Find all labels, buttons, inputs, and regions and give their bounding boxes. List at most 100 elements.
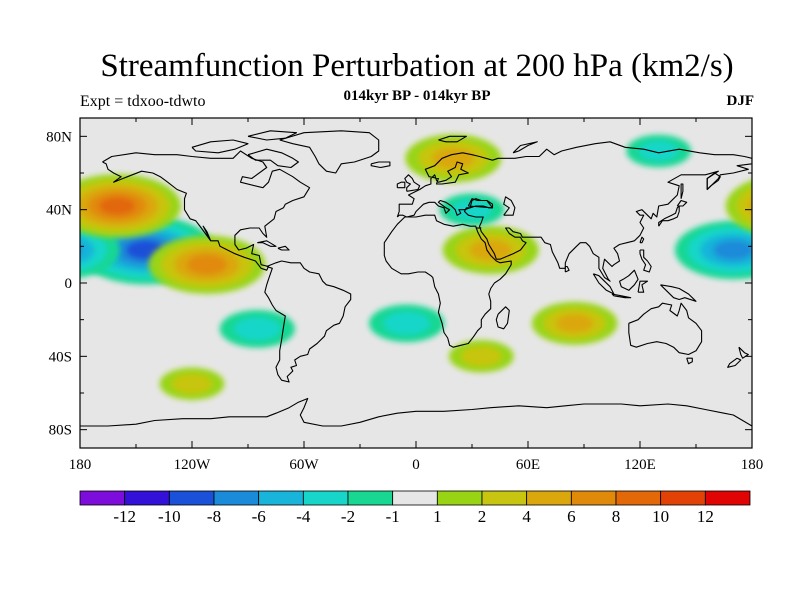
- season-label: DJF: [726, 93, 755, 109]
- colorbar-label: 1: [433, 507, 442, 526]
- experiment-label: Expt = tdxoo-tdwto: [80, 93, 206, 110]
- colorbar-label: -4: [296, 507, 311, 526]
- coastline-ellesmere: [247, 130, 298, 141]
- coastline-hispaniola: [277, 245, 290, 251]
- contour-band: [737, 187, 752, 225]
- contour-band: [172, 373, 212, 394]
- lat-label: 80S: [49, 423, 72, 439]
- colorbar-swatch: [436, 490, 483, 506]
- colorbar-swatch: [615, 490, 662, 506]
- anomaly-center: [626, 134, 692, 168]
- colorbar-label: -1: [386, 507, 400, 526]
- colorbar-swatch: [258, 490, 304, 506]
- contour-band: [555, 313, 594, 333]
- colorbar-swatch: [347, 490, 394, 506]
- figure-subtitle: 014kyr BP - 014kyr BP: [343, 88, 491, 104]
- coastline-greenland: [279, 130, 380, 174]
- contour-band: [461, 346, 502, 367]
- anomaly-center-wrap: [748, 222, 800, 279]
- contour-band: [186, 254, 228, 275]
- contour-band: [469, 239, 512, 261]
- coastline-south-america: [264, 260, 352, 383]
- colorbar-label: 2: [478, 507, 487, 526]
- coastline-antarctica: [80, 397, 752, 427]
- lon-label: 120E: [624, 457, 656, 473]
- contour-band: [452, 199, 492, 220]
- contour-band: [761, 222, 800, 279]
- colorbar-swatch: [704, 490, 751, 506]
- anomaly-center: [531, 301, 618, 345]
- lon-label: 0: [412, 457, 420, 473]
- colorbar-label: -2: [341, 507, 355, 526]
- colorbar-swatch: [302, 490, 349, 506]
- coastline-borneo: [618, 269, 639, 291]
- colorbar-swatch: [392, 490, 438, 506]
- contour-band: [638, 141, 679, 161]
- colorbar-label: -6: [252, 507, 266, 526]
- contour-band: [713, 239, 752, 261]
- coastline-java: [611, 293, 632, 299]
- lon-label: 180: [69, 457, 92, 473]
- contour-band: [773, 228, 800, 272]
- anomaly-center: [159, 367, 225, 401]
- lon-label: 180: [741, 457, 764, 473]
- coastline-caspian: [503, 196, 516, 216]
- colorbar-swatch: [124, 490, 170, 506]
- colorbar-label: 10: [652, 507, 669, 526]
- coastline-kamchatka: [706, 172, 721, 190]
- anomaly-center: [148, 235, 266, 294]
- colorbar-swatch: [168, 490, 215, 506]
- lon-label: 60E: [516, 457, 540, 473]
- anomaly-center-wrap: [725, 180, 800, 232]
- coastline-sri-lanka: [564, 265, 570, 273]
- lat-label: 40S: [49, 349, 72, 365]
- colorbar-label: 12: [697, 507, 714, 526]
- anomaly-center: [369, 304, 445, 343]
- colorbar-swatch: [213, 490, 260, 506]
- anomaly-center: [80, 174, 181, 238]
- contour-band: [760, 191, 800, 221]
- colorbar-label: 4: [522, 507, 531, 526]
- contour-band: [748, 239, 752, 261]
- contour-band: [80, 246, 82, 254]
- colorbar-swatch: [481, 490, 528, 506]
- lat-label: 0: [65, 276, 73, 292]
- coastline-madagascar: [495, 306, 510, 330]
- colorbar-swatch: [660, 490, 706, 506]
- coastline-africa: [383, 214, 512, 348]
- colorbar-label: -12: [113, 507, 136, 526]
- coastline-ireland: [396, 181, 406, 189]
- contour-band: [99, 196, 136, 216]
- contour-band: [771, 197, 800, 215]
- coastline-novaya-zemlya: [512, 141, 538, 154]
- contour-band: [748, 197, 752, 215]
- contour-band: [383, 311, 430, 335]
- coastline-sakhalin: [680, 183, 684, 199]
- colorbar-swatch: [526, 490, 572, 506]
- coastline-iceland: [370, 161, 391, 169]
- lon-label: 120W: [174, 457, 212, 473]
- colorbar-swatch: [570, 490, 617, 506]
- lat-label: 40N: [46, 203, 72, 219]
- anomaly-center: [448, 340, 514, 373]
- colorbar-label: 6: [567, 507, 576, 526]
- anomaly-center: [442, 226, 539, 274]
- coastline-arctic-islands: [191, 139, 249, 154]
- lon-label: 60W: [289, 457, 319, 473]
- anomaly-center: [219, 310, 295, 348]
- coastline-tasmania: [686, 357, 693, 365]
- colorbar: [79, 490, 751, 506]
- lat-label: 80N: [46, 129, 72, 145]
- figure-title: Streamfunction Perturbation at 200 hPa (…: [100, 48, 734, 84]
- coastline-eurasia: [396, 141, 752, 282]
- coastline-sulawesi: [637, 280, 649, 293]
- colorbar-label: 8: [612, 507, 621, 526]
- contour-band: [234, 317, 281, 341]
- coastline-great-britain: [404, 174, 421, 192]
- anomaly-center: [674, 220, 752, 280]
- coastline-philippines: [639, 249, 652, 273]
- colorbar-label: -8: [207, 507, 221, 526]
- coastline-north-america: [102, 150, 311, 271]
- coastline-taiwan: [639, 236, 645, 244]
